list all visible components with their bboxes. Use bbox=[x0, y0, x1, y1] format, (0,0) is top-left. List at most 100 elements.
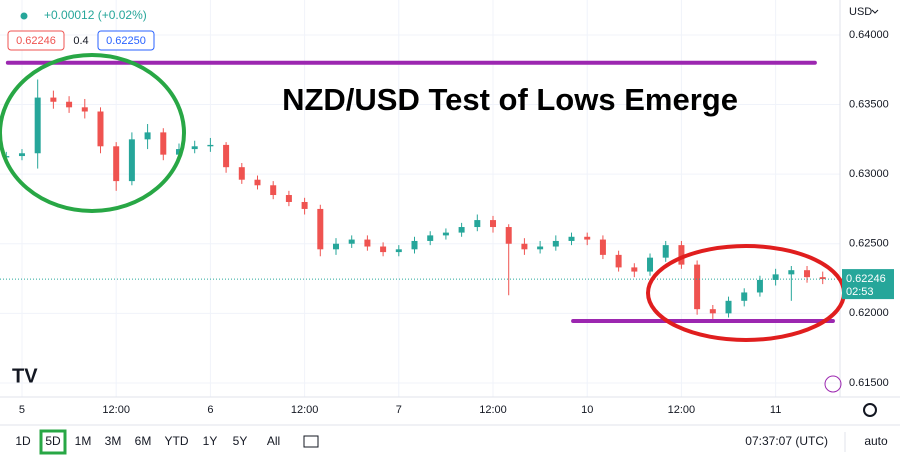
x-tick-label: 12:00 bbox=[479, 404, 507, 416]
x-tick-label: 7 bbox=[396, 404, 402, 416]
y-tick-label: 0.61500 bbox=[849, 377, 889, 389]
candle-body bbox=[725, 300, 732, 314]
candle-body bbox=[568, 236, 575, 241]
candle-body bbox=[442, 232, 449, 236]
candle-body bbox=[254, 179, 261, 186]
scale-mode[interactable]: auto bbox=[864, 434, 888, 448]
price-tag bbox=[842, 269, 894, 300]
candle-body bbox=[66, 101, 73, 108]
candle-body bbox=[804, 270, 811, 278]
range-button[interactable]: 5D bbox=[45, 434, 61, 448]
candle-body bbox=[552, 240, 559, 247]
active-range-box bbox=[39, 429, 67, 455]
candle-body bbox=[175, 149, 182, 155]
candle-body bbox=[113, 146, 120, 182]
range-button[interactable]: All bbox=[267, 434, 280, 448]
candle-body bbox=[678, 245, 685, 265]
candle-body bbox=[191, 146, 198, 150]
candle-body bbox=[647, 257, 654, 272]
range-button[interactable]: 3M bbox=[105, 434, 122, 448]
y-tick-label: 0.63000 bbox=[849, 168, 889, 180]
x-tick-label: 12:00 bbox=[668, 404, 696, 416]
candle-body bbox=[615, 254, 622, 268]
chart-title: NZD/USD Test of Lows Emerge bbox=[282, 82, 738, 117]
y-tick-label: 0.63500 bbox=[849, 98, 889, 110]
candle-body bbox=[631, 267, 638, 272]
bid-box[interactable] bbox=[7, 30, 65, 51]
ask-price[interactable]: 0.62250 bbox=[106, 35, 146, 47]
x-tick-label: 6 bbox=[207, 404, 213, 416]
candles bbox=[3, 79, 826, 319]
alert-icon[interactable] bbox=[824, 375, 842, 393]
price-tag-value: 0.62246 bbox=[846, 273, 886, 285]
candle-body bbox=[128, 139, 135, 182]
candle-body bbox=[599, 239, 606, 255]
range-button[interactable]: 1D bbox=[15, 434, 31, 448]
candle-body bbox=[788, 270, 795, 275]
candle-body bbox=[521, 243, 528, 250]
highlight-ellipse bbox=[0, 53, 186, 213]
y-tick-label: 0.62500 bbox=[849, 238, 889, 250]
candle-body bbox=[364, 239, 371, 247]
y-tick-label: 0.62000 bbox=[849, 307, 889, 319]
candle-body bbox=[301, 201, 308, 209]
ask-box[interactable] bbox=[97, 30, 155, 51]
currency-label[interactable]: USD bbox=[849, 6, 872, 18]
spread: 0.4 bbox=[73, 35, 88, 47]
candle-body bbox=[81, 107, 88, 112]
candle-body bbox=[34, 97, 41, 154]
candle-body bbox=[427, 235, 434, 241]
candle-body bbox=[317, 208, 324, 250]
candle-body bbox=[490, 220, 497, 228]
clock: 07:37:07 (UTC) bbox=[745, 434, 828, 448]
range-button[interactable]: 1Y bbox=[203, 434, 218, 448]
status-dot bbox=[20, 12, 28, 20]
candle-body bbox=[756, 279, 763, 293]
candle-body bbox=[144, 132, 151, 140]
price-tag-countdown: 02:53 bbox=[846, 286, 874, 298]
toolbar: 1D 5D 1M 3M 6M YTD 1Y 5Y All bbox=[15, 429, 280, 455]
candle-body bbox=[694, 264, 701, 310]
candle-body bbox=[458, 227, 465, 233]
x-tick-label: 11 bbox=[770, 404, 781, 416]
candle-body bbox=[741, 292, 748, 301]
range-button[interactable]: 5Y bbox=[233, 434, 248, 448]
candle-body bbox=[285, 195, 292, 202]
candle-body bbox=[270, 185, 277, 196]
candle-body bbox=[395, 249, 402, 253]
range-button[interactable]: YTD bbox=[165, 434, 189, 448]
x-tick-label: 12:00 bbox=[291, 404, 319, 416]
x-tick-label: 5 bbox=[19, 404, 25, 416]
bid-price[interactable]: 0.62246 bbox=[16, 35, 56, 47]
candle-body bbox=[819, 277, 826, 280]
candle-body bbox=[207, 144, 214, 147]
candle-body bbox=[348, 239, 355, 244]
compare-icon[interactable] bbox=[303, 435, 319, 448]
candle-body bbox=[411, 240, 418, 250]
annotations bbox=[0, 60, 840, 323]
x-tick-label: 12:00 bbox=[102, 404, 130, 416]
candle-body bbox=[709, 309, 716, 314]
candle-body bbox=[380, 246, 387, 253]
settings-icon[interactable] bbox=[863, 403, 877, 417]
candle-body bbox=[584, 236, 591, 240]
candle-body bbox=[333, 243, 339, 250]
range-button[interactable]: 1M bbox=[75, 434, 92, 448]
candle-body bbox=[662, 245, 669, 258]
x-tick-label: 10 bbox=[581, 404, 593, 416]
candle-body bbox=[160, 132, 167, 155]
candle-body bbox=[223, 144, 230, 168]
range-button[interactable]: 6M bbox=[135, 434, 152, 448]
candle-body bbox=[537, 246, 544, 250]
dropdown-icon[interactable] bbox=[871, 9, 879, 14]
candle-body bbox=[474, 220, 481, 228]
candle-body bbox=[505, 227, 512, 244]
y-tick-label: 0.64000 bbox=[849, 29, 889, 41]
candle-body bbox=[97, 111, 104, 147]
price-change: +0.00012 (+0.02%) bbox=[44, 8, 147, 22]
candle-body bbox=[238, 167, 245, 180]
candle-body bbox=[50, 97, 57, 102]
candle-body bbox=[18, 153, 25, 157]
